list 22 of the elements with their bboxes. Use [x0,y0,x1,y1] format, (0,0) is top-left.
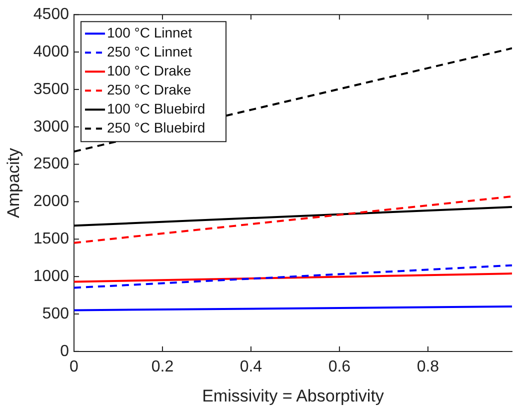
legend-label: 100 °C Linnet [106,24,192,40]
y-tick-label: 1000 [33,268,70,285]
y-tick-label: 3000 [33,118,70,136]
legend-label: 100 °C Bluebird [106,100,206,116]
legend-label: 250 °C Bluebird [106,119,206,136]
x-tick-label: 0.4 [240,358,262,376]
y-tick-label: 4500 [33,6,70,24]
y-tick-label: 1500 [33,230,70,248]
y-axis-title: Ampacity [4,148,23,218]
y-tick-label: 2500 [33,156,70,173]
x-tick-label: 0.8 [416,358,440,376]
x-tick-label: 0.6 [328,358,351,376]
legend-label: 100 °C Drake [106,62,192,78]
y-tick-label: 2000 [33,193,70,210]
y-tick-label: 500 [42,305,70,322]
x-axis-title: Emissivity = Absorptivity [202,386,384,406]
y-tick-label: 3500 [33,80,70,98]
y-tick-label: 4000 [33,43,70,60]
y-tick-label: 0 [60,342,70,360]
legend-label: 250 °C Linnet [106,43,192,60]
x-tick-label: 0.2 [151,358,174,376]
legend-label: 250 °C Drake [106,81,192,98]
